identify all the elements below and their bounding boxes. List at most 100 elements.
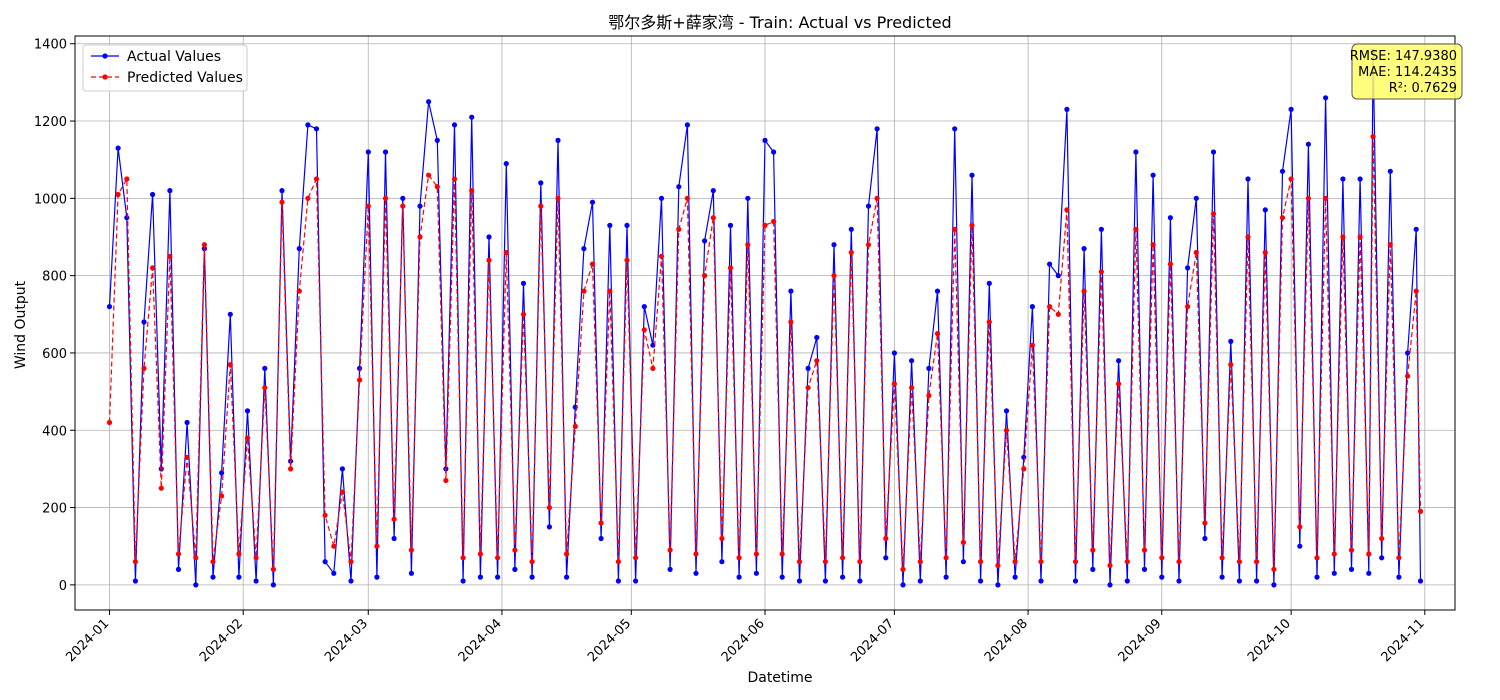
data-point bbox=[1379, 535, 1385, 542]
data-point bbox=[296, 288, 302, 294]
data-point bbox=[1340, 234, 1346, 240]
grid-lines bbox=[75, 36, 1455, 610]
data-point bbox=[831, 242, 837, 248]
data-point bbox=[581, 246, 587, 252]
data-point bbox=[589, 199, 596, 205]
data-point bbox=[469, 188, 475, 194]
data-point bbox=[477, 551, 483, 557]
data-point bbox=[184, 419, 190, 426]
data-point bbox=[520, 311, 527, 317]
data-point bbox=[1297, 543, 1303, 549]
data-point bbox=[1167, 261, 1173, 267]
data-point bbox=[883, 535, 889, 542]
data-point bbox=[503, 249, 509, 256]
data-point bbox=[331, 543, 337, 549]
data-point bbox=[805, 385, 811, 391]
data-point bbox=[460, 555, 466, 561]
data-point bbox=[1090, 566, 1096, 573]
data-point bbox=[1176, 559, 1182, 565]
data-point bbox=[400, 195, 406, 201]
data-point bbox=[624, 222, 630, 228]
data-point bbox=[624, 257, 630, 263]
data-point bbox=[443, 477, 449, 484]
data-point bbox=[244, 435, 251, 441]
data-point bbox=[684, 195, 691, 201]
data-point bbox=[943, 555, 949, 561]
data-point bbox=[1202, 535, 1208, 542]
data-point bbox=[865, 242, 872, 248]
data-point bbox=[193, 555, 199, 561]
data-point bbox=[1297, 524, 1303, 530]
chart-title: 鄂尔多斯+薛家湾 - Train: Actual vs Predicted bbox=[608, 13, 951, 32]
y-axis-label: Wind Output bbox=[13, 280, 29, 369]
series-predicted bbox=[106, 133, 1424, 573]
data-point bbox=[1193, 249, 1199, 256]
data-point bbox=[227, 362, 233, 368]
data-point bbox=[167, 188, 173, 194]
data-point bbox=[822, 559, 829, 565]
data-point bbox=[753, 551, 760, 557]
data-point bbox=[1396, 574, 1402, 580]
data-point bbox=[262, 385, 268, 391]
data-point bbox=[469, 114, 475, 120]
data-point bbox=[124, 176, 130, 182]
data-point bbox=[874, 195, 880, 201]
data-point bbox=[891, 350, 898, 356]
data-point bbox=[1072, 578, 1079, 584]
legend-predicted-marker bbox=[102, 74, 108, 80]
data-point bbox=[382, 195, 389, 201]
y-tick-label: 400 bbox=[42, 424, 67, 439]
data-point bbox=[1141, 566, 1148, 573]
data-point bbox=[555, 195, 561, 201]
data-point bbox=[1090, 547, 1096, 553]
data-point bbox=[1185, 304, 1191, 310]
data-point bbox=[796, 578, 803, 584]
data-point bbox=[822, 578, 829, 584]
data-point bbox=[184, 454, 190, 460]
data-point bbox=[477, 574, 483, 580]
data-point bbox=[546, 524, 553, 530]
data-point bbox=[848, 226, 854, 232]
data-point bbox=[615, 578, 622, 584]
data-point bbox=[167, 253, 173, 259]
data-point bbox=[1003, 408, 1010, 414]
data-point bbox=[1133, 149, 1139, 155]
data-point bbox=[658, 253, 665, 259]
data-point bbox=[1288, 106, 1294, 112]
data-point bbox=[814, 358, 820, 364]
data-point bbox=[1305, 195, 1311, 201]
data-point bbox=[288, 466, 294, 472]
data-point bbox=[1210, 149, 1217, 155]
data-point bbox=[667, 547, 673, 553]
data-point bbox=[1055, 273, 1061, 279]
data-point bbox=[641, 304, 647, 310]
data-point bbox=[365, 149, 371, 155]
data-point bbox=[1348, 547, 1355, 553]
data-point bbox=[960, 539, 967, 546]
data-point bbox=[598, 535, 604, 542]
data-point bbox=[512, 547, 518, 553]
data-point bbox=[106, 419, 113, 426]
data-point bbox=[236, 574, 242, 580]
data-point bbox=[1340, 176, 1346, 182]
data-point bbox=[1098, 269, 1104, 275]
data-point bbox=[1236, 578, 1242, 584]
data-point bbox=[512, 566, 518, 573]
data-point bbox=[1185, 265, 1191, 271]
data-point bbox=[227, 311, 233, 317]
data-point bbox=[1038, 578, 1044, 584]
x-axis-label: Datetime bbox=[747, 670, 812, 686]
y-tick-label: 0 bbox=[59, 579, 67, 594]
data-point bbox=[503, 161, 509, 167]
data-point bbox=[1413, 226, 1419, 232]
data-point bbox=[417, 234, 423, 240]
data-point bbox=[564, 551, 570, 557]
data-point bbox=[762, 137, 768, 143]
data-point bbox=[978, 559, 984, 565]
data-point bbox=[719, 535, 725, 542]
data-point bbox=[848, 249, 854, 256]
data-point bbox=[460, 578, 466, 584]
data-point bbox=[1047, 304, 1053, 310]
data-point bbox=[658, 195, 665, 201]
data-point bbox=[391, 535, 397, 542]
